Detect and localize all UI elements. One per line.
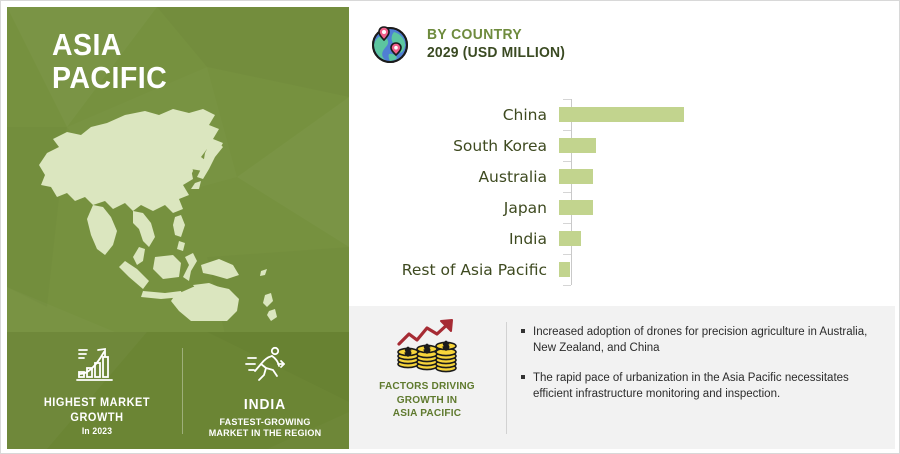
bar-track xyxy=(559,99,895,130)
stat-fastest-growing-market: INDIA FASTEST-GROWING MARKET IN THE REGI… xyxy=(189,344,341,440)
chart-row: Japan xyxy=(349,192,895,223)
chart-row: Australia xyxy=(349,161,895,192)
region-stats-strip: HIGHEST MARKET GROWTH In 2023 xyxy=(7,332,349,449)
axis-tick xyxy=(563,285,571,286)
bar-category-label: Japan xyxy=(503,198,547,217)
bar-chart: China South Korea Australia Japan xyxy=(349,99,895,294)
chart-row: China xyxy=(349,99,895,130)
chart-row: India xyxy=(349,223,895,254)
growth-bar-chart-icon xyxy=(17,344,177,390)
svg-text:$: $ xyxy=(443,341,449,352)
stat-label-main: INDIA xyxy=(243,397,287,413)
bar-value xyxy=(559,107,684,122)
chart-row: South Korea xyxy=(349,130,895,161)
factors-panel: $ $ xyxy=(349,306,895,449)
bar-track xyxy=(559,130,895,161)
bar-value xyxy=(559,138,596,153)
svg-text:$: $ xyxy=(405,347,411,358)
chart-title: BY COUNTRY xyxy=(427,26,523,43)
stat-highest-market-growth: HIGHEST MARKET GROWTH In 2023 xyxy=(17,344,177,438)
info-divider xyxy=(506,322,507,434)
bar-track xyxy=(559,161,895,192)
asia-pacific-map-icon xyxy=(33,99,333,321)
running-person-icon xyxy=(189,344,341,390)
bar-track xyxy=(559,254,895,285)
region-panel: ASIA PACIFIC xyxy=(7,7,349,449)
bar-track xyxy=(559,192,895,223)
bar-value xyxy=(559,200,593,215)
bar-value xyxy=(559,262,570,277)
list-item: The rapid pace of urbanization in the As… xyxy=(521,370,879,403)
chart-header-text: BY COUNTRY 2029 (USD MILLION) xyxy=(427,27,571,61)
bar-category-label: Australia xyxy=(478,167,547,186)
bar-value xyxy=(559,231,581,246)
chart-subtitle: 2029 (USD MILLION) xyxy=(427,45,566,61)
svg-text:$: $ xyxy=(424,344,430,355)
bar-category-label: China xyxy=(502,105,547,124)
bar-track xyxy=(559,223,895,254)
bar-category-label: Rest of Asia Pacific xyxy=(401,260,547,279)
bar-value xyxy=(559,169,593,184)
coins-growth-arrow-icon: $ $ xyxy=(363,318,491,374)
factors-caption: FACTORS DRIVING GROWTH IN ASIA PACIFIC xyxy=(379,380,475,420)
axis-tick xyxy=(563,99,571,100)
axis-tick xyxy=(563,192,571,193)
bar-category-label: South Korea xyxy=(453,136,547,155)
page-title: ASIA PACIFIC xyxy=(52,27,168,95)
chart-header: BY COUNTRY 2029 (USD MILLION) xyxy=(367,21,571,67)
globe-icon xyxy=(367,21,413,67)
axis-tick xyxy=(563,130,571,131)
chart-axis-line xyxy=(571,99,572,285)
chart-area: BY COUNTRY 2029 (USD MILLION) China Sout… xyxy=(349,7,895,449)
stats-divider xyxy=(182,348,183,434)
factors-bullet-list: Increased adoption of drones for precisi… xyxy=(521,324,879,402)
stat-label-main: HIGHEST MARKET GROWTH xyxy=(43,397,151,424)
stat-label-sub: FASTEST-GROWING MARKET IN THE REGION xyxy=(208,416,322,440)
axis-tick xyxy=(563,161,571,162)
bar-category-label: India xyxy=(508,229,547,248)
stat-label-sub: In 2023 xyxy=(81,426,113,437)
chart-row: Rest of Asia Pacific xyxy=(349,254,895,285)
axis-tick xyxy=(563,223,571,224)
list-item: Increased adoption of drones for precisi… xyxy=(521,324,879,357)
axis-tick xyxy=(563,254,571,255)
factors-icon-block: $ $ xyxy=(363,318,491,421)
